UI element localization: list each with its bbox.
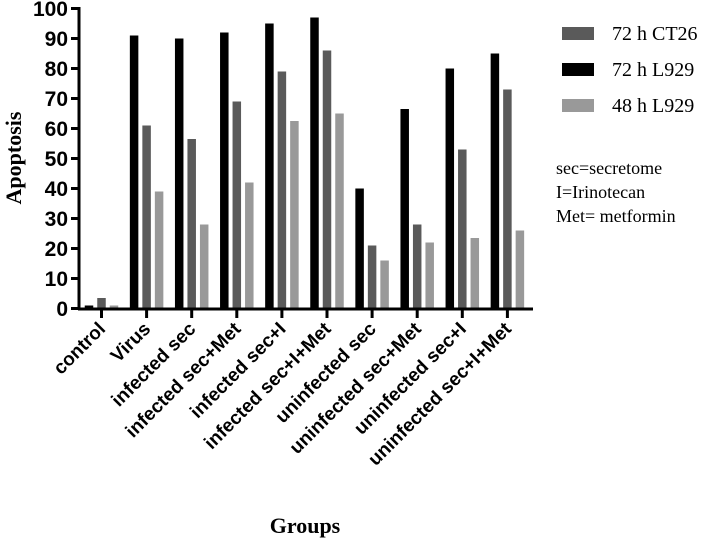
abbreviation-note: sec=secretome [556,158,662,178]
bar-72-h-l929 [84,305,94,309]
bar-72-h-ct26 [322,50,332,309]
y-tick-label: 100 [33,0,68,21]
bar-72-h-ct26 [142,125,151,309]
legend-swatch [562,63,594,76]
bar-72-h-l929 [129,35,139,309]
bar-72-h-l929 [355,188,364,309]
legend-label: 48 h L929 [612,95,694,117]
bar-48-h-l929 [199,224,209,309]
legend-label: 72 h CT26 [612,23,698,45]
bar-48-h-l929 [335,113,344,309]
bar-72-h-ct26 [187,139,196,309]
bar-72-h-ct26 [412,224,422,309]
bar-72-h-l929 [220,32,229,309]
abbreviation-notes: sec=secretome I=Irinotecan Met= metformin [556,158,676,226]
y-tick-label: 30 [45,208,68,231]
bar-72-h-l929 [265,23,274,309]
legend-swatch [562,99,594,112]
x-category-label: control [50,319,110,379]
y-axis-title: Apoptosis [1,111,26,204]
y-tick-label: 40 [45,178,68,201]
bar-72-h-l929 [490,53,500,309]
bar-48-h-l929 [109,305,119,309]
bar-48-h-l929 [290,121,299,309]
bar-48-h-l929 [245,182,254,309]
legend-swatch [562,27,594,40]
bar-72-h-ct26 [232,101,242,309]
bar-48-h-l929 [470,238,480,309]
bar-72-h-ct26 [503,89,512,309]
bar-48-h-l929 [425,242,434,309]
bar-48-h-l929 [380,260,389,309]
y-tick-label: 10 [45,268,68,291]
y-tick-label: 50 [45,148,68,171]
y-tick-label: 20 [45,238,68,261]
y-axis-ticks: 0 10 20 30 40 50 60 70 80 90 100 [33,0,79,321]
y-tick-label: 60 [45,118,68,141]
bar-72-h-l929 [174,38,184,309]
legend-label: 72 h L929 [612,59,694,81]
bar-72-h-l929 [400,109,409,309]
bar-48-h-l929 [154,191,164,309]
abbreviation-note: Met= metformin [556,206,676,226]
axes [77,7,533,311]
bar-72-h-ct26 [458,149,467,309]
x-axis-ticks [100,309,509,318]
bar-72-h-l929 [445,68,455,309]
y-tick-label: 70 [45,88,68,111]
y-tick-label: 80 [45,58,68,81]
bar-72-h-ct26 [277,71,287,309]
abbreviation-note: I=Irinotecan [556,182,645,202]
y-tick-label: 0 [56,298,68,321]
bar-72-h-l929 [310,17,319,309]
bars [84,17,525,309]
legend: 72 h CT26 72 h L929 48 h L929 [562,23,698,117]
bar-72-h-ct26 [97,298,106,309]
y-tick-label: 90 [45,28,68,51]
bar-48-h-l929 [515,230,525,309]
bar-72-h-ct26 [367,245,377,309]
x-axis-title: Groups [270,513,341,538]
